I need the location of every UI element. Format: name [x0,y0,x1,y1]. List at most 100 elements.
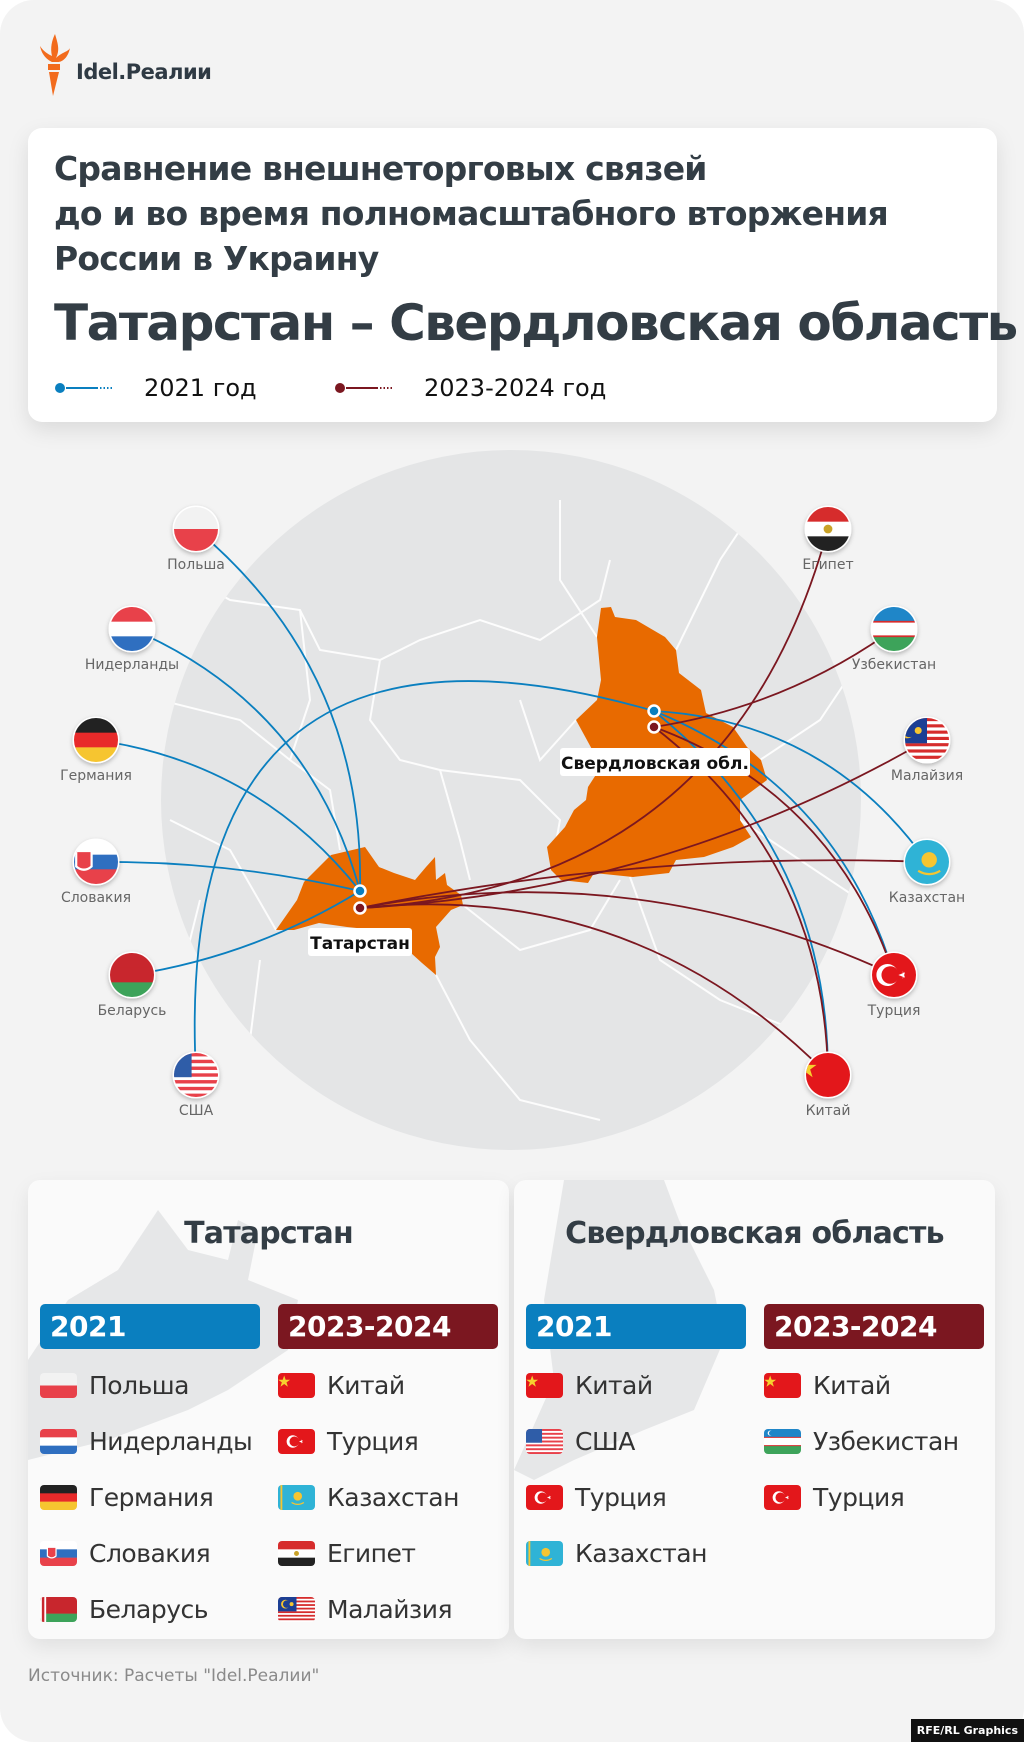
legend-item-2023-2024: 2023-2024 год [334,374,606,402]
list-item: Германия [40,1469,260,1525]
country-label: Германия [60,768,132,784]
usa-flag-icon [174,1053,218,1097]
list-item: Польша [40,1357,260,1413]
map-background [161,450,861,1150]
column-2021: 2021 Польша Нидерланды Германия Словакия Бела… [40,1304,260,1637]
country-name: Беларусь [89,1594,208,1624]
belarus-flag-icon [40,1596,77,1622]
legend-label: 2023-2024 год [424,374,607,402]
link-tat-eg-2023-2024 [359,528,829,909]
country-label: Китай [806,1103,851,1119]
region-label-tatarstan: Татарстан [310,934,410,954]
link-tat-pl-2021 [195,528,361,892]
country-marker-cn: Китай [804,1051,852,1119]
table-card-tatarstan: Татарстан 2021 Польша Нидерланды Германия Сл… [28,1180,509,1639]
country-name: Китай [575,1370,653,1400]
country-marker-sk: Словакия [61,838,131,906]
china-flag-icon [278,1372,315,1398]
region-sverdlovsk [547,607,767,883]
country-name: Казахстан [575,1538,707,1568]
link-tat-nl-2021 [131,628,361,892]
page-title: Сравнение внешнеторговых связей до и во … [54,146,889,281]
list-item: Египет [278,1525,498,1581]
country-label: Узбекистан [852,657,936,673]
link-sve-kz-2021 [653,710,928,863]
legend-item-2021: 2021 год [54,374,257,402]
sve-dot-2023-2024 [647,720,661,734]
country-marker-pl: Польша [167,505,225,573]
egypt-flag-icon [806,507,850,551]
list-item: Казахстан [278,1469,498,1525]
kazakhstan-flag-icon [905,840,949,884]
country-marker-us: США [172,1051,220,1119]
link-tat-tr-2023-2024 [359,891,895,976]
country-name: Китай [813,1370,891,1400]
country-marker-uz: Узбекистан [852,605,936,673]
column-header: 2023-2024 [764,1304,984,1349]
belarus-flag-icon [110,953,154,997]
country-name: Турция [813,1482,905,1512]
country-marker-tr: Турция [867,951,921,1019]
germany-flag-icon [74,718,118,762]
table-title: Свердловская область [565,1216,944,1251]
region-label-sverdlovsk: Свердловская обл. [561,754,749,774]
list-item: Турция [764,1469,984,1525]
list-item: США [526,1413,746,1469]
torch-logo-icon [40,34,70,96]
blue-line-legend-icon [55,383,114,393]
usa-flag-icon [526,1428,563,1454]
region-labels: Татарстан Свердловская обл. [308,748,750,956]
malaysia-flag-icon [905,718,949,762]
slovakia-flag-icon [74,840,118,884]
kazakhstan-flag-icon [526,1540,563,1566]
country-label: Польша [167,557,225,573]
list-item: Словакия [40,1525,260,1581]
netherlands-flag-icon [110,607,154,651]
trade-map: Татарстан Свердловская обл. Польша Нидер… [60,450,965,1150]
trade-links [95,528,928,1076]
egypt-flag-icon [278,1540,315,1566]
legend-label: 2021 год [144,374,257,402]
column-2021: 2021 Китай США Турция Казахстан [526,1304,746,1581]
country-label: Турция [867,1003,921,1019]
list-item: Китай [764,1357,984,1413]
logo: Idel.Реалии [38,32,212,98]
turkey-flag-icon [526,1484,563,1510]
country-name: Китай [327,1370,405,1400]
country-marker-kz: Казахстан [889,838,965,906]
netherlands-flag-icon [40,1428,77,1454]
region-tatarstan [276,847,463,975]
turkey-flag-icon [278,1428,315,1454]
country-name: Нидерланды [89,1426,253,1456]
country-marker-by: Беларусь [98,951,167,1019]
china-flag-icon [764,1372,801,1398]
country-name: Турция [327,1426,419,1456]
country-name: Узбекистан [813,1426,959,1456]
list-item: Беларусь [40,1581,260,1637]
column-header: 2021 [526,1304,746,1349]
title-line: Сравнение внешнеторговых связей [54,149,707,188]
tat-dot-2021 [353,884,367,898]
link-tat-kz-2023-2024 [359,859,928,909]
country-label: Нидерланды [85,657,179,673]
country-name: Польша [89,1370,190,1400]
region-dots [353,704,661,915]
country-marker-my: Малайзия [891,716,963,784]
china-flag-icon [806,1053,850,1097]
logo-text: Idel.Реалии [76,60,212,84]
country-label: Малайзия [891,768,963,784]
country-label: США [179,1103,214,1119]
country-label: Египет [802,557,853,573]
link-sve-us-2021 [193,680,655,1076]
country-label: Словакия [61,890,131,906]
country-label: Беларусь [98,1003,167,1019]
column-2023-2024: 2023-2024 Китай Турция Казахстан Египет Малай… [278,1304,498,1637]
country-name: США [575,1426,635,1456]
page-subtitle: Татарстан – Свердловская область [54,294,1018,352]
country-marker-eg: Египет [802,505,854,573]
germany-flag-icon [40,1484,77,1510]
turkey-flag-icon [872,953,916,997]
link-sve-tr-2023-2024 [653,726,895,976]
source-note: Источник: Расчеты "Idel.Реалии" [28,1666,320,1686]
